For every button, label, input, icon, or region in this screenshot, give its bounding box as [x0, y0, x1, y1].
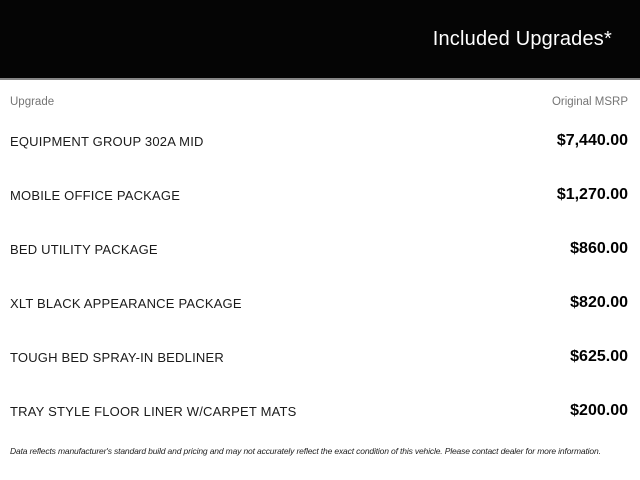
disclaimer-text: Data reflects manufacturer's standard bu… — [10, 446, 601, 456]
upgrade-price: $7,440.00 — [556, 132, 628, 149]
table-row: MOBILE OFFICE PACKAGE $1,270.00 — [10, 168, 628, 222]
table-row: XLT BLACK APPEARANCE PACKAGE $820.00 — [10, 276, 628, 330]
table-header-row: Upgrade Original MSRP — [10, 80, 628, 114]
table-row: TOUGH BED SPRAY-IN BEDLINER $625.00 — [10, 330, 628, 384]
table-row: EQUIPMENT GROUP 302A MID $7,440.00 — [10, 114, 628, 168]
upgrade-price: $820.00 — [570, 294, 628, 311]
upgrade-name: MOBILE OFFICE PACKAGE — [10, 187, 181, 203]
upgrade-price: $860.00 — [570, 240, 628, 257]
column-header-upgrade: Upgrade — [10, 96, 55, 108]
upgrade-name: XLT BLACK APPEARANCE PACKAGE — [10, 295, 242, 311]
disclaimer: Data reflects manufacturer's standard bu… — [0, 446, 640, 456]
upgrade-name: TRAY STYLE FLOOR LINER W/CARPET MATS — [10, 403, 297, 419]
upgrade-price: $200.00 — [570, 402, 628, 419]
table-row: BED UTILITY PACKAGE $860.00 — [10, 222, 628, 276]
table-row: TRAY STYLE FLOOR LINER W/CARPET MATS $20… — [10, 384, 628, 438]
table-body: EQUIPMENT GROUP 302A MID $7,440.00 MOBIL… — [10, 114, 628, 438]
upgrades-table: Upgrade Original MSRP EQUIPMENT GROUP 30… — [0, 80, 640, 438]
column-header-original-msrp: Original MSRP — [551, 96, 628, 108]
upgrade-price: $1,270.00 — [556, 186, 628, 203]
header-bar: Included Upgrades* — [0, 0, 640, 80]
upgrade-name: TOUGH BED SPRAY-IN BEDLINER — [10, 349, 224, 365]
upgrade-price: $625.00 — [570, 348, 628, 365]
upgrade-name: EQUIPMENT GROUP 302A MID — [10, 133, 204, 149]
page-title: Included Upgrades* — [432, 27, 612, 50]
upgrade-name: BED UTILITY PACKAGE — [10, 241, 158, 257]
